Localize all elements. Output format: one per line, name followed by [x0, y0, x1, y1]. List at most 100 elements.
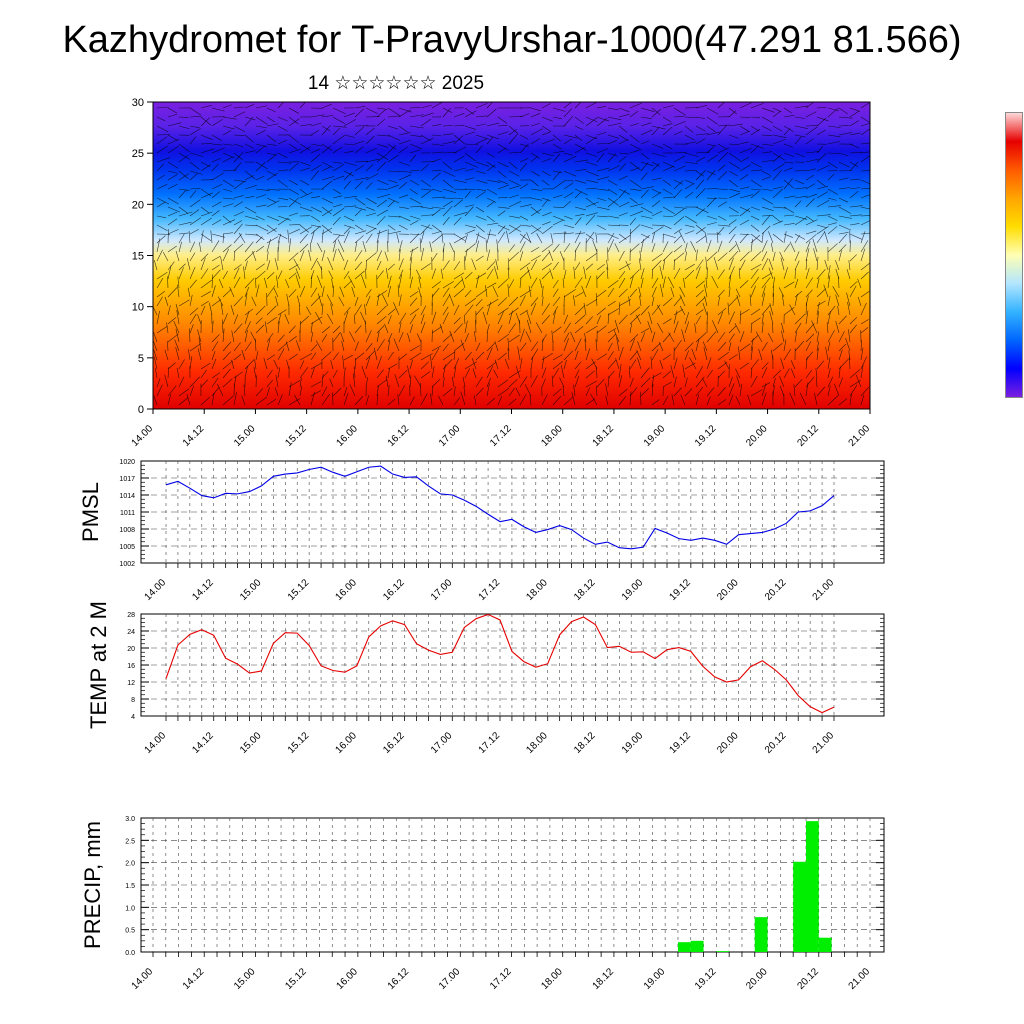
wind-barb — [563, 192, 574, 199]
wind-barb — [387, 170, 400, 172]
x-tick-label: 16.00 — [335, 966, 361, 992]
wind-barb — [794, 260, 800, 271]
wind-barb — [750, 317, 761, 325]
wind-barb — [684, 183, 694, 190]
wind-barb — [607, 179, 618, 186]
wind-barb — [211, 157, 221, 163]
wind-barb — [211, 119, 223, 127]
wind-barb — [541, 197, 551, 202]
wind-barb — [178, 241, 182, 253]
wind-barb — [827, 205, 841, 208]
wind-barb — [200, 268, 209, 280]
wind-barb — [827, 310, 831, 325]
wind-barb — [365, 147, 377, 154]
y-tick-label: 4 — [131, 714, 135, 721]
wind-barb — [794, 340, 805, 352]
wind-barb — [827, 395, 839, 406]
wind-barb — [750, 143, 765, 149]
wind-barb — [475, 306, 484, 316]
wind-barb — [761, 322, 764, 334]
wind-barb — [431, 102, 443, 109]
wind-barb — [332, 216, 341, 226]
wind-barb — [409, 246, 419, 253]
wind-barb — [189, 187, 201, 190]
wind-barb — [309, 242, 312, 253]
wind-barb — [772, 206, 787, 209]
wind-barb — [332, 164, 345, 172]
wind-barb — [365, 320, 367, 334]
wind-barb — [398, 125, 408, 133]
wind-barb — [310, 381, 322, 388]
wind-barb — [155, 368, 158, 379]
wind-barb — [779, 251, 785, 262]
wind-barb — [761, 314, 764, 325]
wind-barb — [651, 331, 656, 343]
wind-barb — [790, 360, 796, 370]
wind-barb — [651, 304, 661, 316]
wind-barb — [783, 179, 795, 189]
wind-barb — [229, 286, 235, 298]
wind-barb — [519, 309, 529, 316]
wind-barb — [805, 193, 818, 199]
wind-barb — [805, 382, 809, 397]
wind-barb — [596, 289, 607, 298]
wind-barb — [552, 354, 563, 361]
wind-barb — [266, 107, 276, 113]
wind-barb — [508, 310, 513, 325]
wind-barb — [310, 287, 318, 298]
wind-barb — [739, 280, 749, 289]
wind-barb — [805, 370, 812, 379]
wind-barb — [535, 322, 543, 334]
wind-barb — [826, 322, 829, 334]
wind-barb — [475, 376, 483, 388]
wind-barb — [552, 116, 562, 120]
wind-barb — [486, 365, 494, 379]
wind-barb — [354, 105, 366, 109]
wind-barb — [838, 358, 849, 370]
wind-barb — [508, 387, 515, 397]
y-tick-label: 8 — [131, 697, 135, 704]
wind-barb — [244, 293, 248, 307]
x-tick-label: 14.00 — [130, 423, 156, 449]
wind-barb — [211, 269, 221, 280]
wind-barb — [273, 359, 279, 370]
wind-barb — [761, 143, 773, 146]
wind-barb-field — [153, 102, 870, 406]
wind-barb — [288, 116, 299, 125]
wind-barb — [288, 264, 299, 271]
wind-barb — [266, 370, 273, 379]
wind-barb — [200, 148, 215, 154]
wind-barb — [596, 148, 608, 154]
wind-barb — [238, 232, 246, 244]
wind-barb — [156, 271, 168, 280]
wind-barb — [475, 179, 488, 184]
wind-barb — [849, 187, 861, 190]
wind-barb — [222, 351, 231, 361]
wind-barb — [321, 393, 331, 406]
wind-barb — [296, 295, 301, 307]
wind-barb — [812, 238, 818, 253]
wind-barb — [299, 386, 303, 397]
wind-barb — [440, 268, 444, 280]
wind-barb — [827, 385, 831, 397]
wind-barb — [277, 321, 280, 334]
wind-barb — [189, 217, 202, 226]
wind-barb — [519, 394, 527, 406]
wind-barb — [816, 129, 826, 136]
wind-barb — [838, 343, 847, 352]
wind-barb — [409, 291, 419, 298]
wind-barb — [750, 335, 759, 343]
wind-barb — [618, 175, 628, 181]
wind-barb — [286, 359, 290, 370]
wind-barb — [409, 308, 420, 316]
wind-barb — [365, 206, 375, 211]
wind-barb — [189, 170, 203, 175]
wind-barb — [387, 143, 397, 150]
wind-barb — [482, 312, 488, 325]
wind-barb — [486, 201, 495, 208]
wind-barb — [211, 320, 214, 334]
wind-barb — [321, 166, 331, 172]
wind-barb — [596, 264, 605, 271]
wind-barb — [211, 233, 226, 238]
precip-bar — [818, 937, 832, 952]
